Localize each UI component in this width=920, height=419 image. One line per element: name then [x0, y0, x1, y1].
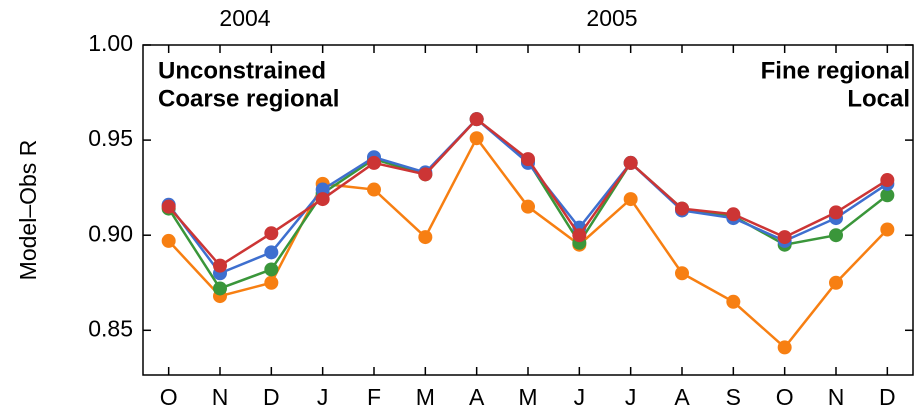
point [572, 228, 587, 243]
point [161, 233, 176, 248]
x-tick-label: S [726, 384, 741, 410]
point [623, 192, 638, 207]
point [829, 205, 843, 220]
point [777, 340, 792, 355]
y-axis-label: Model–Obs R [15, 140, 41, 281]
x-tick-label: M [518, 384, 537, 410]
point [264, 262, 279, 277]
point [726, 207, 741, 222]
x-tick-label: N [828, 384, 845, 410]
point [469, 112, 484, 127]
x-tick-label: J [317, 384, 329, 410]
point [880, 173, 895, 188]
legend-label: Coarse regional [158, 85, 339, 112]
point [264, 226, 279, 241]
x-tick-label: D [879, 384, 896, 410]
y-tick-label: 0.90 [88, 220, 133, 246]
point [367, 182, 381, 197]
point [829, 228, 843, 243]
x-tick-label: O [776, 384, 794, 410]
point [264, 245, 279, 260]
point [829, 275, 843, 290]
x-tick-label: A [469, 384, 485, 410]
year-label: 2005 [586, 5, 637, 31]
point [675, 201, 689, 216]
point [726, 294, 741, 309]
legend-label: Fine regional [761, 57, 910, 84]
y-tick-label: 0.85 [88, 315, 133, 341]
point [880, 188, 895, 203]
legend-label: Unconstrained [158, 57, 326, 84]
point [880, 222, 895, 237]
y-tick-label: 0.95 [88, 125, 133, 151]
point [675, 266, 689, 281]
x-tick-label: F [367, 384, 381, 410]
point [213, 258, 227, 273]
point [264, 275, 279, 290]
point [315, 192, 330, 207]
x-tick-label: O [160, 384, 178, 410]
point [521, 152, 535, 167]
year-label: 2004 [219, 5, 270, 31]
x-tick-label: D [263, 384, 280, 410]
point [777, 230, 792, 245]
x-tick-label: M [416, 384, 435, 410]
point [367, 155, 381, 170]
point [521, 199, 535, 214]
point [469, 131, 484, 146]
x-tick-label: J [625, 384, 637, 410]
x-tick-label: J [574, 384, 586, 410]
point [418, 167, 433, 182]
point [623, 155, 638, 170]
point [213, 281, 227, 296]
x-tick-label: A [674, 384, 690, 410]
point [418, 230, 433, 245]
point [161, 199, 176, 214]
y-tick-label: 1.00 [88, 30, 133, 56]
legend-label: Local [847, 85, 910, 112]
x-tick-label: N [212, 384, 229, 410]
